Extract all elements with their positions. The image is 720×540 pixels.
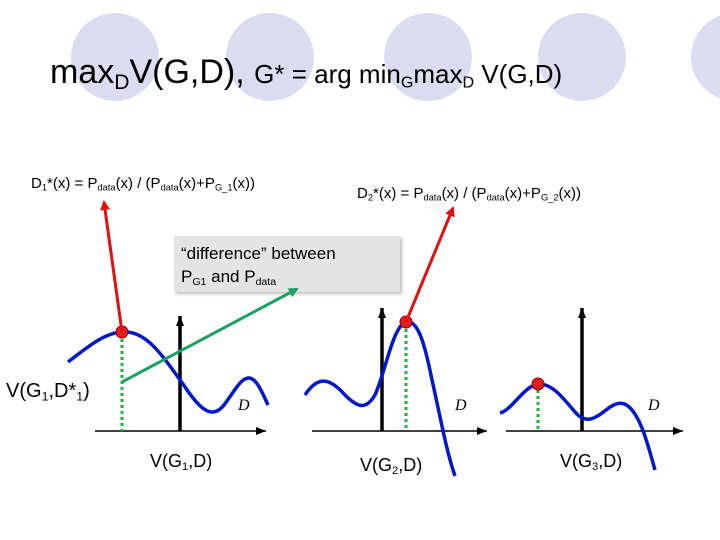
title-vgd: V(G,D), xyxy=(129,53,245,91)
bl1-sub: 1 xyxy=(182,461,189,474)
bl3-pre: V(G xyxy=(560,451,593,471)
f2-d-sub: 2 xyxy=(367,192,374,203)
f2-plus: (x)+P xyxy=(504,185,541,202)
vgd-mid: ,D* xyxy=(48,380,77,402)
f1-plus: (x)+P xyxy=(178,175,215,192)
title-argmin: G* = arg min xyxy=(254,59,401,89)
difference-line2: PG1 and Pdata xyxy=(181,267,277,288)
diff-and: and P xyxy=(206,267,256,286)
slide-title: maxDV(G,D), G* = arg minGmaxD V(G,D) xyxy=(50,53,563,93)
bl2-post: ,D) xyxy=(398,455,423,475)
deco-circle xyxy=(71,13,159,101)
bottom-label-g3: V(G3,D) xyxy=(560,451,623,474)
bl3-sub: 3 xyxy=(592,461,599,474)
diff-p1: P xyxy=(181,267,193,286)
bl2-sub: 2 xyxy=(392,465,399,478)
deco-circle xyxy=(538,13,626,101)
title-sub-d2: D xyxy=(462,73,475,92)
panel-2-curve xyxy=(303,320,457,477)
deco-circle xyxy=(226,13,314,101)
bl2-pre: V(G xyxy=(360,455,393,475)
f1-d-sub: 1 xyxy=(41,182,48,193)
panel-2-axes xyxy=(312,308,487,435)
title-sub-d: D xyxy=(114,70,130,94)
deco-circle xyxy=(384,13,472,101)
f1-data-sub2: data xyxy=(160,182,179,193)
f2-mid: (x) / (P xyxy=(441,185,487,202)
title-max: max xyxy=(50,53,115,91)
difference-callout: “difference” between PG1 and Pdata xyxy=(174,236,400,292)
formula-d1-star: D1*(x) = Pdata(x) / (Pdata(x)+PG_1(x)) xyxy=(31,175,256,193)
f1-star: *(x) = P xyxy=(47,175,98,192)
vgd-end: ) xyxy=(83,380,90,402)
title-max2: max xyxy=(413,59,463,89)
f2-d: D xyxy=(357,185,368,202)
red-arrow-d2 xyxy=(404,206,455,323)
panel-3-axis-label: D xyxy=(648,397,660,414)
f1-data-sub: data xyxy=(97,182,116,193)
f1-end: (x)) xyxy=(232,175,256,192)
title-vgd2: V(G,D) xyxy=(474,59,563,89)
v-g1-dstar-label: V(G1,D*1) xyxy=(6,380,90,404)
green-arrow-difference xyxy=(121,287,299,384)
decorative-circles xyxy=(71,13,720,101)
diff-p2-sub: data xyxy=(255,275,277,288)
bl1-post: ,D) xyxy=(188,451,213,471)
title-sub-g: G xyxy=(400,73,414,92)
panel-3-axes xyxy=(506,308,683,435)
f2-end: (x)) xyxy=(558,185,582,202)
f1-mid: (x) / (P xyxy=(115,175,161,192)
vgd-v: V(G xyxy=(6,380,42,402)
bottom-label-g2: V(G2,D) xyxy=(360,455,423,478)
deco-circle xyxy=(691,15,720,99)
vgd-sub2: 1 xyxy=(76,389,84,404)
f1-d: D xyxy=(31,175,42,192)
panel-3-max-point xyxy=(531,377,545,391)
f2-star: *(x) = P xyxy=(373,185,424,202)
bottom-label-g1: V(G1,D) xyxy=(150,451,213,474)
formula-d2-star: D2*(x) = Pdata(x) / (Pdata(x)+PG_2(x)) xyxy=(357,185,582,203)
f2-data-sub: data xyxy=(423,192,442,203)
bl1-pre: V(G xyxy=(150,451,183,471)
f2-g-sub: G_2 xyxy=(540,192,559,203)
f2-data-sub2: data xyxy=(486,192,505,203)
f1-g-sub: G_1 xyxy=(214,182,233,193)
bl3-post: ,D) xyxy=(598,451,623,471)
diff-p1-sub: G1 xyxy=(192,275,207,288)
red-arrow-d1 xyxy=(100,200,124,333)
difference-line1: “difference” between xyxy=(181,244,336,263)
panel-2-axis-label: D xyxy=(455,397,467,414)
vgd-sub1: 1 xyxy=(41,389,49,404)
panel-1-axis-label: D xyxy=(238,397,250,414)
